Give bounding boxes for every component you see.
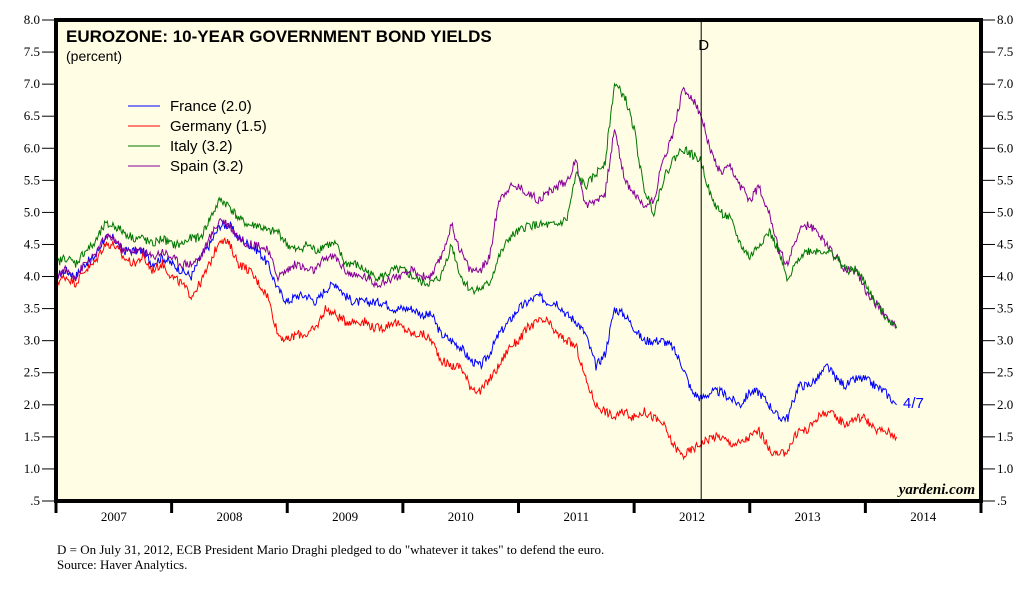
series-line-france [56, 219, 897, 423]
right-y-tick-label: 2.5 [997, 365, 1013, 380]
left-y-axis: .5 1.0 1.5 2.0 2.5 3.0 3.5 4.0 4.5 5.0 5.5 6.0 6.5 7.… [24, 12, 56, 508]
left-y-tick-label: 5.5 [24, 172, 40, 187]
x-tick-label: 2007 [101, 509, 128, 524]
legend-label-italy: Italy (3.2) [170, 138, 233, 155]
left-y-tick-label: 7.0 [24, 76, 40, 91]
right-y-tick-label: .5 [997, 493, 1007, 508]
left-y-tick-label: .5 [30, 493, 40, 508]
draghi-marker-label: D [698, 37, 709, 54]
left-y-tick-label: 1.0 [24, 461, 40, 476]
left-y-tick-label: 6.0 [24, 140, 40, 155]
right-y-tick-label: 1.0 [997, 461, 1013, 476]
x-tick-label: 2011 [564, 509, 590, 524]
left-y-tick-label: 1.5 [24, 429, 40, 444]
footnote-draghi: D = On July 31, 2012, ECB President Mari… [57, 542, 605, 557]
series-line-germany [56, 237, 898, 461]
x-tick-label: 2009 [332, 509, 358, 524]
right-y-tick-label: 6.5 [997, 108, 1013, 123]
x-tick-label: 2008 [216, 509, 242, 524]
watermark: yardeni.com [897, 482, 975, 498]
right-y-tick-label: 4.0 [997, 269, 1013, 284]
left-y-tick-label: 7.5 [24, 44, 40, 59]
right-y-tick-label: 8.0 [997, 12, 1013, 27]
left-y-tick-label: 2.5 [24, 365, 40, 380]
right-y-tick-label: 3.5 [997, 301, 1013, 316]
right-y-tick-label: 5.5 [997, 172, 1013, 187]
plot-background [56, 20, 981, 501]
right-y-tick-label: 4.5 [997, 236, 1013, 251]
right-y-tick-label: 6.0 [997, 140, 1013, 155]
right-y-tick-label: 3.0 [997, 333, 1013, 348]
x-axis: 2007 2008 2009 2010 2011 2012 2013 2014 [54, 501, 983, 524]
x-tick-label: 2014 [910, 509, 937, 524]
right-y-tick-label: 7.0 [997, 76, 1013, 91]
right-y-tick-label: 5.0 [997, 204, 1013, 219]
series-line-spain [56, 86, 897, 329]
x-tick-label: 2012 [679, 509, 705, 524]
x-tick-label: 2013 [795, 509, 821, 524]
left-y-tick-label: 4.5 [24, 236, 40, 251]
x-tick-label: 2010 [448, 509, 474, 524]
right-y-tick-label: 7.5 [997, 44, 1013, 59]
series-lines [56, 82, 898, 461]
right-y-tick-label: 1.5 [997, 429, 1013, 444]
right-y-axis: .5 1.0 1.5 2.0 2.5 3.0 3.5 4.0 4.5 5.0 5.5 6.0 6.5 7.… [981, 12, 1013, 508]
left-y-tick-label: 8.0 [24, 12, 40, 27]
left-y-tick-label: 3.0 [24, 333, 40, 348]
last-date-label: 4/7 [903, 395, 924, 412]
legend: France (2.0) Germany (1.5) Italy (3.2) Spai… [128, 98, 267, 175]
left-y-tick-label: 6.5 [24, 108, 40, 123]
right-y-tick-label: 2.0 [997, 397, 1013, 412]
chart-subtitle: (percent) [66, 48, 122, 64]
legend-label-germany: Germany (1.5) [170, 118, 267, 135]
left-y-tick-label: 3.5 [24, 301, 40, 316]
series-line-italy [56, 82, 898, 328]
plot-frame [54, 18, 983, 503]
legend-label-france: France (2.0) [170, 98, 252, 115]
chart-title: EUROZONE: 10-YEAR GOVERNMENT BOND YIELDS [66, 27, 492, 46]
left-y-tick-label: 2.0 [24, 397, 40, 412]
left-y-tick-label: 4.0 [24, 269, 40, 284]
left-y-tick-label: 5.0 [24, 204, 40, 219]
footnote-source: Source: Haver Analytics. [57, 557, 188, 572]
legend-label-spain: Spain (3.2) [170, 158, 243, 175]
